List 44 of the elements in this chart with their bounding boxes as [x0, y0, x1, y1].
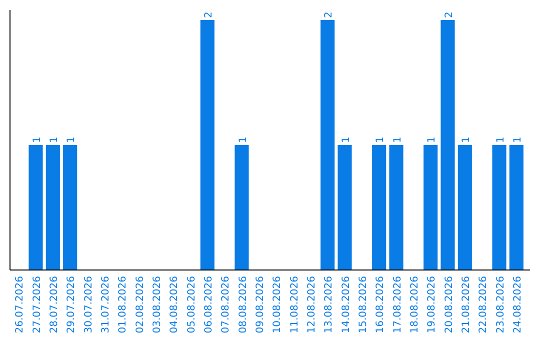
x-tick-label: 06.08.2026 [203, 276, 214, 334]
x-tick-label: 01.08.2026 [118, 276, 129, 334]
x-tick-label: 04.08.2026 [169, 276, 180, 334]
x-tick-label: 03.08.2026 [152, 276, 163, 334]
x-tick-label: 05.08.2026 [186, 276, 198, 334]
x-tick-label: 02.08.2026 [134, 276, 146, 334]
data-label: 1 [375, 136, 386, 143]
x-tick-label: 12.08.2026 [306, 276, 318, 334]
x-tick-label: 09.08.2026 [254, 276, 266, 334]
x-tick-label: 28.07.2026 [48, 276, 60, 334]
data-label: 1 [460, 136, 472, 143]
data-label: 1 [392, 136, 404, 143]
x-tick-label: 08.08.2026 [238, 276, 249, 334]
data-label: 1 [48, 136, 60, 143]
x-tick-label: 13.08.2026 [324, 276, 335, 334]
x-tick-label: 19.08.2026 [426, 276, 438, 334]
x-tick-label: 22.08.2026 [478, 276, 490, 334]
x-tick-label: 23.08.2026 [495, 276, 506, 334]
data-label: 1 [340, 136, 352, 143]
x-tick-label: 27.07.2026 [32, 276, 43, 334]
x-tick-label: 15.08.2026 [358, 276, 369, 334]
data-label: 1 [32, 136, 43, 143]
data-label: 1 [238, 136, 249, 143]
data-label: 1 [426, 136, 438, 143]
x-tick-label: 07.08.2026 [220, 276, 232, 334]
x-tick-label: 30.07.2026 [83, 276, 94, 334]
x-tick-label: 18.08.2026 [409, 276, 420, 334]
x-tick-label: 16.08.2026 [375, 276, 386, 334]
x-tick-label: 26.07.2026 [14, 276, 26, 334]
x-tick-label: 21.08.2026 [460, 276, 472, 334]
data-label: 2 [324, 12, 335, 18]
data-label: 2 [444, 12, 455, 18]
x-tick-label: 29.07.2026 [66, 276, 78, 334]
x-tick-label: 24.08.2026 [512, 276, 524, 334]
x-tick-label: 20.08.2026 [444, 276, 455, 334]
data-label: 1 [512, 136, 524, 143]
x-tick-label: 31.07.2026 [100, 276, 112, 334]
data-label: 1 [495, 136, 506, 143]
x-tick-label: 10.08.2026 [272, 276, 284, 334]
data-label: 2 [203, 12, 214, 18]
x-tick-label: 11.08.2026 [289, 276, 300, 334]
x-tick-label: 17.08.2026 [392, 276, 404, 334]
x-tick-label: 14.08.2026 [340, 276, 352, 334]
data-label: 1 [66, 136, 78, 143]
